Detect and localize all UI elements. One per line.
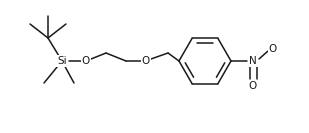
Text: O: O [249, 81, 257, 91]
Text: O: O [142, 56, 150, 66]
Text: Si: Si [57, 56, 67, 66]
Text: N: N [249, 56, 257, 66]
Text: O: O [269, 44, 277, 54]
Text: O: O [82, 56, 90, 66]
